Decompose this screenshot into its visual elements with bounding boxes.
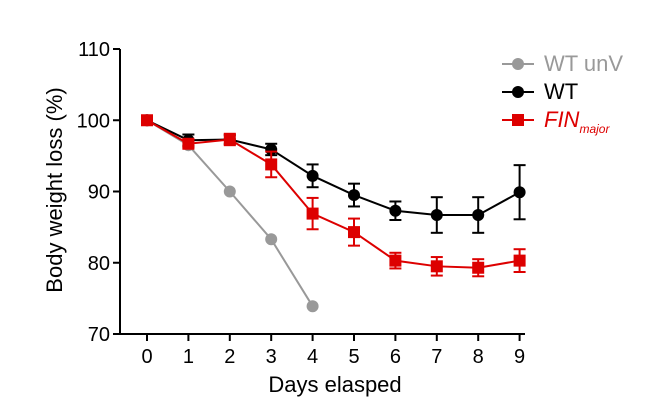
data-point [430, 260, 443, 273]
legend-label-subscript: major [579, 122, 610, 136]
legend-marker-square-icon [502, 114, 534, 126]
series-layer [141, 114, 526, 313]
data-point [348, 226, 360, 239]
legend-marker-circle-icon [502, 58, 534, 70]
legend-label-wt: WT [544, 79, 579, 104]
x-tick-label: 4 [307, 346, 318, 368]
x-tick-label: 8 [473, 346, 484, 368]
legend-label-fin: FIN [544, 107, 580, 132]
series-2 [141, 114, 526, 278]
x-ticks: 0 1 2 3 4 5 6 7 8 9 [141, 334, 525, 368]
x-axis-title: Days elasped [268, 372, 401, 397]
data-point [472, 209, 485, 222]
x-tick-label: 5 [348, 346, 359, 368]
y-tick-label: 80 [88, 253, 110, 275]
data-point [265, 233, 278, 246]
axes [119, 49, 525, 335]
data-point [389, 254, 402, 267]
data-point [223, 185, 236, 198]
legend: WT unV WT FINmajor [500, 50, 650, 136]
data-point [306, 169, 319, 182]
legend-item-wt: WT [500, 78, 650, 106]
legend-label-fin-major: FINmajor [544, 106, 609, 143]
y-tick-label: 70 [88, 324, 110, 346]
series-line [146, 119, 521, 217]
data-point [472, 261, 485, 274]
legend-marker-circle-icon [502, 86, 534, 98]
y-tick-label: 100 [77, 110, 110, 132]
y-ticks: 70 80 90 100 110 [77, 39, 120, 346]
data-point [306, 300, 319, 313]
x-tick-label: 9 [514, 346, 525, 368]
y-axis-title: Body weight loss (%) [42, 87, 67, 292]
data-point [306, 207, 319, 220]
x-tick-label: 1 [183, 346, 194, 368]
data-point [389, 204, 402, 217]
data-point [223, 133, 236, 146]
series-1 [141, 114, 526, 234]
series-line [146, 119, 520, 269]
legend-label-wt-unv: WT unV [544, 51, 624, 76]
x-tick-label: 3 [266, 346, 277, 368]
data-point [348, 189, 360, 202]
legend-item-wt-unv: WT unV [500, 50, 650, 78]
series-line [146, 119, 314, 307]
data-point [430, 209, 443, 222]
y-tick-label: 110 [78, 39, 110, 61]
data-point [513, 186, 526, 199]
data-point [265, 158, 278, 171]
y-tick-label: 90 [88, 182, 110, 204]
x-tick-label: 6 [390, 346, 401, 368]
x-tick-label: 0 [141, 346, 152, 368]
data-point [182, 137, 195, 150]
legend-item-fin-major: FINmajor [500, 106, 650, 136]
x-tick-label: 7 [431, 346, 442, 368]
data-point [513, 254, 526, 267]
data-point [141, 114, 153, 127]
x-tick-label: 2 [224, 346, 235, 368]
